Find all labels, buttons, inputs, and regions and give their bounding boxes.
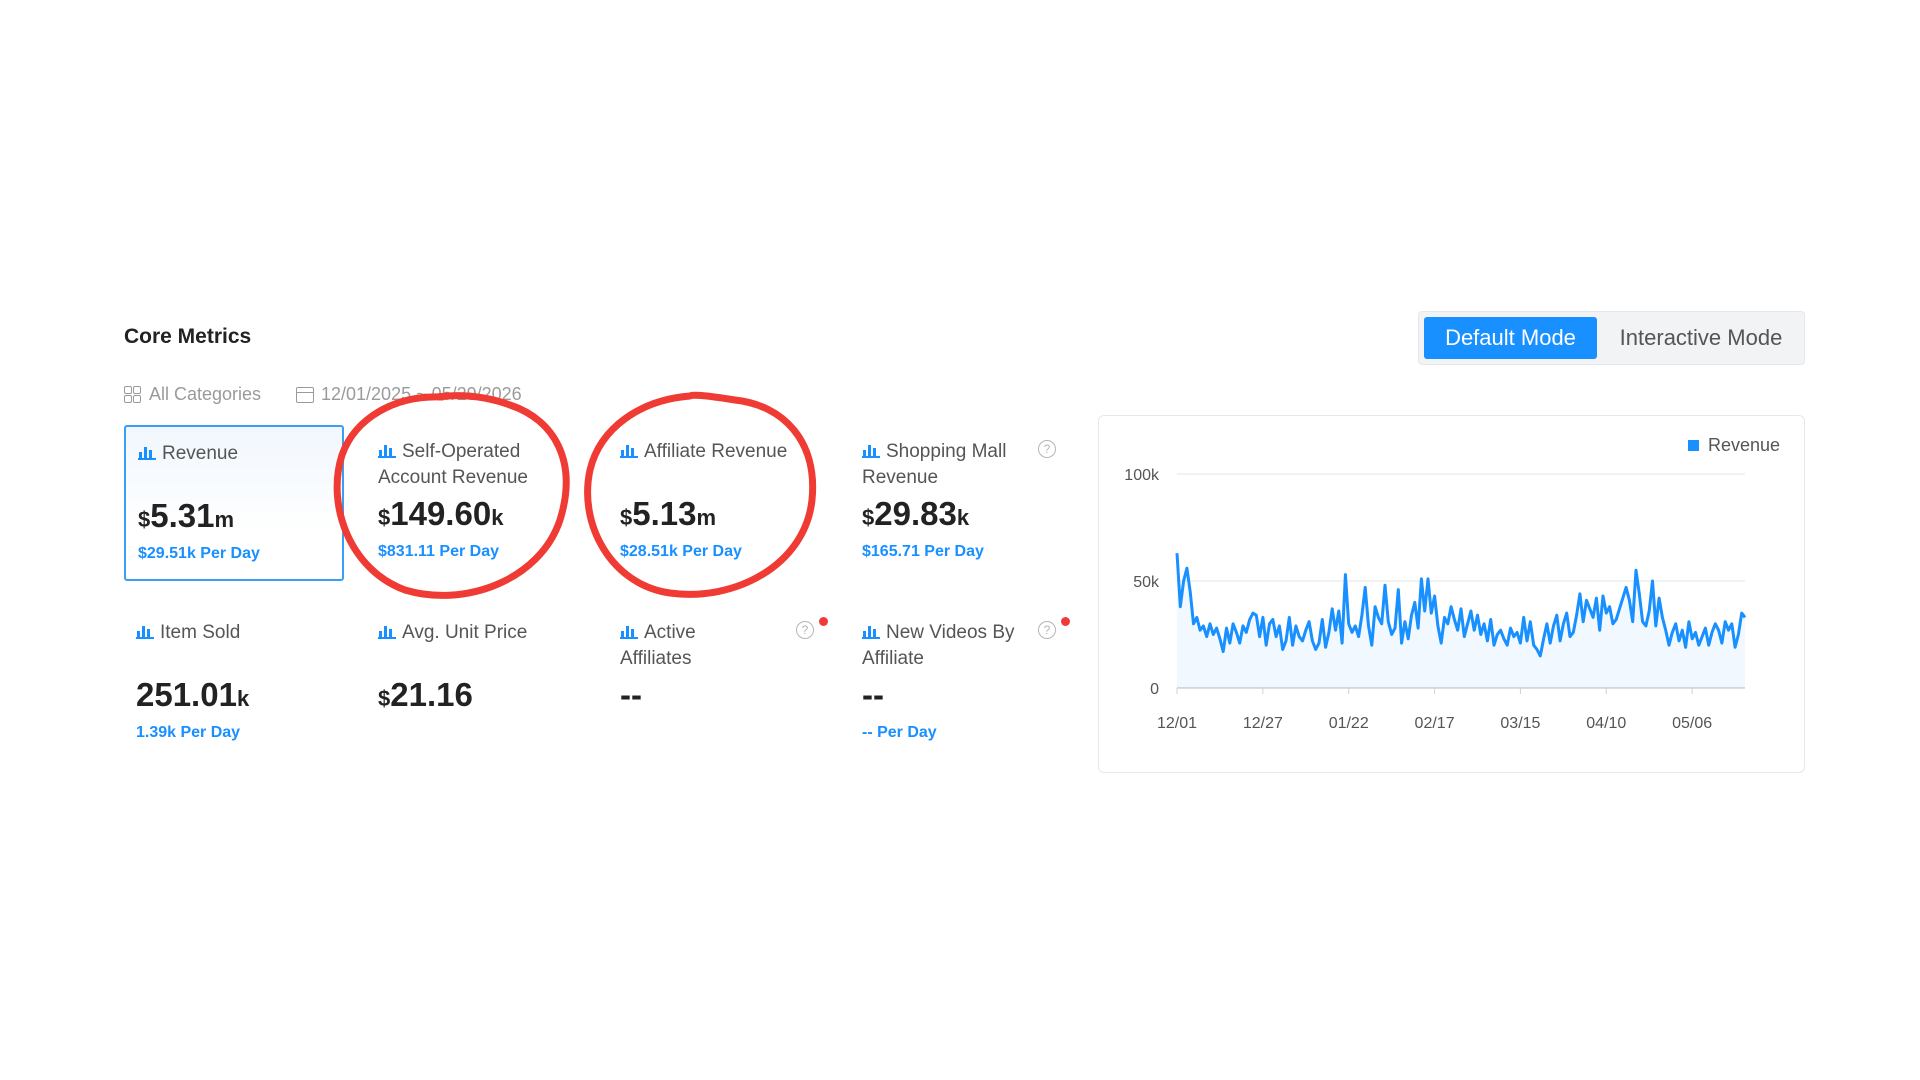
metric-value: $29.83k bbox=[862, 495, 970, 532]
metric-per-day: -- Per Day bbox=[862, 724, 937, 741]
metric-value: 251.01k bbox=[136, 676, 250, 713]
y-tick-label: 50k bbox=[1133, 574, 1160, 591]
bar-chart-icon bbox=[862, 625, 880, 639]
revenue-chart-panel: Revenue 0 50k 100k 12/01 12/27 01/22 02/17 03/… bbox=[1098, 415, 1805, 773]
metric-per-day: $28.51k Per Day bbox=[620, 543, 742, 560]
metric-value: -- bbox=[620, 676, 642, 713]
x-tick-label: 12/01 bbox=[1157, 715, 1197, 732]
bar-chart-icon bbox=[378, 444, 396, 458]
metric-card-avg-unit-price[interactable]: Avg. Unit Price $21.16 bbox=[366, 606, 586, 762]
metric-label: Self-Operated Account Revenue bbox=[378, 441, 528, 488]
help-icon[interactable]: ? bbox=[1038, 440, 1056, 458]
x-tick-label: 05/06 bbox=[1672, 715, 1712, 732]
metric-value: $21.16 bbox=[378, 676, 473, 713]
chart-grid bbox=[1177, 473, 1745, 689]
x-tick-label: 03/15 bbox=[1500, 715, 1540, 732]
help-icon[interactable]: ? bbox=[796, 621, 814, 639]
revenue-chart[interactable]: Revenue 0 50k 100k 12/01 12/27 01/22 02/17 03/… bbox=[1099, 416, 1806, 774]
x-tick-label: 01/22 bbox=[1329, 715, 1369, 732]
metric-card-affiliate-revenue[interactable]: Affiliate Revenue $5.13m $28.51k Per Day bbox=[608, 425, 828, 581]
notification-dot bbox=[1061, 617, 1070, 626]
metric-label: Shopping Mall Revenue bbox=[862, 441, 1007, 488]
metric-card-self-operated-revenue[interactable]: Self-Operated Account Revenue $149.60k $… bbox=[366, 425, 586, 581]
mode-toggle: Default Mode Interactive Mode bbox=[1418, 311, 1805, 365]
bar-chart-icon bbox=[620, 625, 638, 639]
metric-card-new-videos-by-affiliate[interactable]: New Videos By Affiliate ? -- -- Per Day bbox=[850, 606, 1070, 762]
x-axis-ticks: 12/01 12/27 01/22 02/17 03/15 04/10 05/06 bbox=[1157, 688, 1712, 732]
bar-chart-icon bbox=[136, 625, 154, 639]
x-tick-label: 04/10 bbox=[1586, 715, 1626, 732]
metric-label: Avg. Unit Price bbox=[402, 622, 528, 643]
y-axis-ticks: 0 50k 100k bbox=[1124, 467, 1160, 698]
metric-value: $5.31m bbox=[138, 497, 235, 534]
metric-value: $5.13m bbox=[620, 495, 717, 532]
metric-per-day: 1.39k Per Day bbox=[136, 724, 241, 741]
legend-entry: Revenue bbox=[1708, 435, 1780, 455]
bar-chart-icon bbox=[620, 444, 638, 458]
metric-label: New Videos By Affiliate bbox=[862, 622, 1015, 669]
help-icon[interactable]: ? bbox=[1038, 621, 1056, 639]
x-tick-label: 02/17 bbox=[1415, 715, 1455, 732]
metric-per-day: $165.71 Per Day bbox=[862, 543, 984, 560]
date-range-filter[interactable]: 12/01/2025 ~ 05/29/2026 bbox=[296, 384, 522, 405]
metric-value: -- bbox=[862, 676, 884, 713]
date-range-label: 12/01/2025 ~ 05/29/2026 bbox=[321, 384, 522, 404]
category-filter-label: All Categories bbox=[149, 384, 262, 404]
bar-chart-icon bbox=[862, 444, 880, 458]
metric-value: $149.60k bbox=[378, 495, 504, 532]
page-title: Core Metrics bbox=[124, 325, 252, 348]
metric-label: Active Affiliates bbox=[620, 622, 696, 669]
metric-card-shopping-mall-revenue[interactable]: Shopping Mall Revenue ? $29.83k $165.71 … bbox=[850, 425, 1070, 581]
metric-label: Affiliate Revenue bbox=[644, 441, 788, 462]
interactive-mode-button[interactable]: Interactive Mode bbox=[1619, 325, 1783, 350]
x-tick-label: 12/27 bbox=[1243, 715, 1283, 732]
metric-card-active-affiliates[interactable]: Active Affiliates ? -- bbox=[608, 606, 828, 762]
notification-dot bbox=[819, 617, 828, 626]
bar-chart-icon bbox=[138, 446, 156, 460]
metric-card-item-sold[interactable]: Item Sold 251.01k 1.39k Per Day bbox=[124, 606, 344, 762]
default-mode-button[interactable]: Default Mode bbox=[1424, 317, 1597, 359]
y-tick-label: 100k bbox=[1124, 467, 1160, 484]
metric-label: Revenue bbox=[162, 443, 239, 464]
revenue-series-line bbox=[1175, 553, 1747, 658]
y-tick-label: 0 bbox=[1150, 681, 1159, 698]
bar-chart-icon bbox=[378, 625, 396, 639]
metric-label: Item Sold bbox=[160, 622, 241, 643]
metric-card-revenue[interactable]: Revenue $5.31m $29.51k Per Day bbox=[124, 425, 344, 581]
category-filter[interactable]: All Categories bbox=[124, 384, 261, 405]
category-grid-icon bbox=[124, 385, 142, 404]
metric-per-day: $29.51k Per Day bbox=[138, 545, 260, 562]
legend-swatch bbox=[1688, 440, 1699, 451]
calendar-icon bbox=[296, 386, 314, 403]
metric-per-day: $831.11 Per Day bbox=[378, 543, 499, 560]
